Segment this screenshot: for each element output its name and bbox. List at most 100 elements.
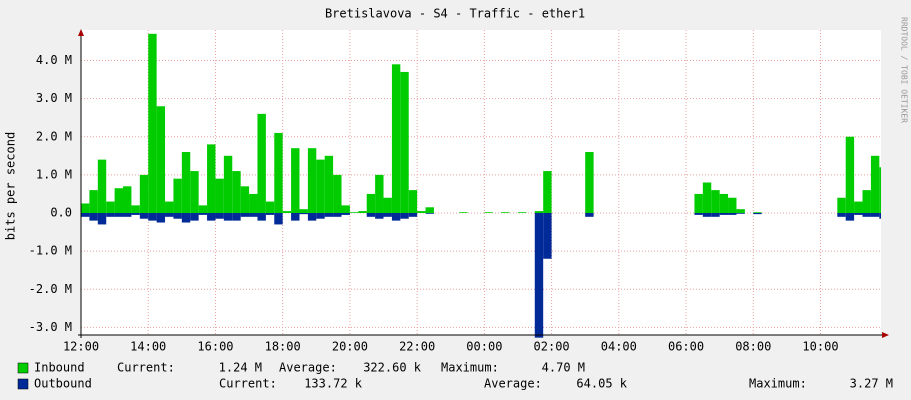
y-tick-label: 2.0 M <box>36 129 72 143</box>
x-tick-label: 22:00 <box>399 340 435 354</box>
legend-swatch <box>17 362 29 374</box>
legend-stat-value: 133.72 k <box>304 377 363 391</box>
bar <box>400 213 409 219</box>
bar <box>181 152 191 213</box>
bar <box>585 213 594 217</box>
bar <box>501 212 510 213</box>
bar <box>341 205 350 213</box>
bar <box>753 213 762 215</box>
bar <box>173 213 182 219</box>
bar <box>728 197 737 213</box>
x-tick-label: 12:00 <box>63 340 99 354</box>
bar <box>131 213 140 215</box>
bar <box>106 213 115 217</box>
legend-stat-value: 322.60 k <box>363 361 422 375</box>
legend-swatch <box>17 378 29 390</box>
bar <box>534 213 544 338</box>
bar <box>89 190 98 213</box>
bar <box>408 213 418 217</box>
bar <box>257 213 266 221</box>
x-tick-label: 08:00 <box>735 340 771 354</box>
legend-stat-label: Average: <box>279 361 337 375</box>
bar <box>215 213 224 219</box>
y-tick-label: -2.0 M <box>29 282 72 296</box>
x-arrow <box>882 332 889 338</box>
bar <box>223 213 233 221</box>
bar <box>324 155 334 213</box>
bar <box>181 213 191 223</box>
bar <box>837 213 846 217</box>
legend-label: Outbound <box>34 377 92 391</box>
bar <box>249 213 258 217</box>
bar <box>870 155 880 213</box>
bar <box>862 190 871 213</box>
legend-stat-label: Current: <box>117 361 175 375</box>
bar <box>114 213 124 217</box>
bar <box>845 136 855 213</box>
y-tick-label: 1.0 M <box>36 167 72 181</box>
bar <box>870 213 880 217</box>
bar <box>156 106 166 213</box>
bar <box>299 209 308 213</box>
bar <box>249 193 258 213</box>
bar <box>736 213 745 214</box>
bar <box>139 174 149 213</box>
legend-stat-value: 3.27 M <box>850 377 893 391</box>
bar <box>274 132 283 213</box>
legend-stat-value: 4.70 M <box>542 361 585 375</box>
watermark: RRDTOOL / TOBI OETIKER <box>900 17 909 123</box>
bar <box>854 213 863 215</box>
bar <box>862 213 871 217</box>
x-tick-label: 14:00 <box>130 340 166 354</box>
chart-title: Bretislavova - S4 - Traffic - ether1 <box>325 7 585 21</box>
bar <box>543 213 552 259</box>
x-tick-label: 20:00 <box>332 340 368 354</box>
y-tick-label: 0.0 <box>50 206 72 220</box>
legend-stat-value: 1.24 M <box>219 361 262 375</box>
y-tick-label: 3.0 M <box>36 91 72 105</box>
bar <box>383 213 392 217</box>
bar <box>383 197 392 213</box>
bar <box>702 213 712 217</box>
bar <box>207 213 216 221</box>
y-tick-label: -1.0 M <box>29 244 72 258</box>
bar <box>215 178 224 213</box>
bar <box>123 186 132 213</box>
bar <box>375 174 384 213</box>
legend-stat-label: Maximum: <box>441 361 499 375</box>
bar <box>391 64 401 213</box>
bar <box>711 213 720 217</box>
bar <box>97 213 107 225</box>
bar <box>291 213 300 221</box>
x-tick-label: 04:00 <box>601 340 637 354</box>
bar <box>543 171 552 213</box>
bar <box>198 205 208 213</box>
bar <box>81 203 90 213</box>
bar <box>425 213 434 214</box>
bar <box>148 33 157 213</box>
x-tick-label: 16:00 <box>197 340 233 354</box>
x-tick-label: 00:00 <box>466 340 502 354</box>
bar <box>173 178 182 213</box>
bar <box>694 193 703 213</box>
bar <box>265 201 275 213</box>
bar <box>89 213 98 221</box>
bar <box>845 213 855 221</box>
bar <box>375 213 384 219</box>
bar <box>711 190 720 213</box>
bar <box>232 213 241 221</box>
x-tick-label: 10:00 <box>802 340 838 354</box>
bar <box>408 190 418 213</box>
bar <box>425 207 434 213</box>
bar <box>534 211 544 213</box>
bar <box>165 213 174 217</box>
bar <box>400 71 409 213</box>
bar <box>366 213 376 217</box>
bar <box>316 213 325 219</box>
bar <box>484 212 493 213</box>
bar <box>265 213 275 215</box>
legend-label: Inbound <box>34 361 85 375</box>
bar <box>324 213 334 217</box>
bar <box>358 211 367 213</box>
